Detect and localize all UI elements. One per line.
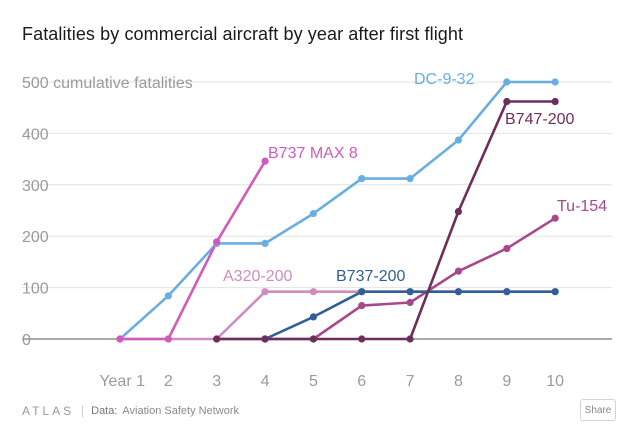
y-tick-label-500: 500 cumulative fatalities xyxy=(22,75,193,92)
line-b737-max-8 xyxy=(120,160,267,341)
footer-divider xyxy=(82,405,84,417)
point-b737-max-8-2 xyxy=(164,335,172,343)
x-tick-label-1: Year 1 xyxy=(99,373,145,390)
x-tick-label-2: 2 xyxy=(164,373,173,390)
point-b747-200-7 xyxy=(406,335,414,343)
y-tick-label-200: 200 xyxy=(22,229,49,246)
y-tick-label-100: 100 xyxy=(22,281,49,298)
point-b737-max-8-3 xyxy=(213,238,221,246)
x-tick-label-5: 5 xyxy=(309,373,318,390)
x-tick-label-8: 8 xyxy=(454,373,463,390)
point-dc-9-32-4 xyxy=(261,239,269,247)
series-label-dc-9-32: DC-9-32 xyxy=(414,71,475,88)
source-label: Data: xyxy=(91,405,118,417)
series-label-a320-200: A320-200 xyxy=(223,268,292,285)
point-b737-200-5 xyxy=(309,313,317,321)
line-a320-200 xyxy=(120,290,556,341)
chart-title: Fatalities by commercial aircraft by yea… xyxy=(22,24,464,44)
point-dc-9-32-7 xyxy=(406,175,414,183)
series-labels: A320-200 Tu-154 B737-200 B747-200 DC-9-32 B73… xyxy=(223,71,607,285)
x-tick-label-7: 7 xyxy=(406,373,415,390)
point-dc-9-32-10 xyxy=(551,78,559,86)
point-a320-200-4 xyxy=(261,288,269,296)
point-dc-9-32-8 xyxy=(454,136,463,144)
y-axis-ticks: 0 100 200 300 400 500 cumulative fatalities xyxy=(22,75,193,349)
line-b747-200 xyxy=(216,100,556,341)
x-axis-ticks: Year 1 2 3 4 5 6 7 8 9 10 xyxy=(99,373,564,390)
point-b737-200-7 xyxy=(406,288,414,296)
point-dc-9-32-2 xyxy=(164,292,172,300)
point-b737-max-8-1 xyxy=(116,335,124,343)
point-b737-200-6 xyxy=(358,288,366,296)
point-tu-154-10 xyxy=(551,214,559,222)
series-lines xyxy=(119,80,556,341)
point-b747-200-9 xyxy=(503,97,511,106)
x-tick-label-3: 3 xyxy=(212,373,221,390)
line-dc-9-32 xyxy=(119,80,556,340)
point-b747-200-10 xyxy=(551,97,559,106)
point-b747-200-8 xyxy=(454,207,463,216)
x-tick-label-9: 9 xyxy=(502,373,511,390)
series-label-b737-max-8: B737 MAX 8 xyxy=(268,145,358,162)
x-tick-label-10: 10 xyxy=(546,373,564,390)
point-b737-200-8 xyxy=(454,288,463,296)
y-tick-label-0: 0 xyxy=(22,332,31,349)
series-label-b747-200: B747-200 xyxy=(505,111,574,128)
series-label-tu-154: Tu-154 xyxy=(557,198,607,215)
line-chart: 0 100 200 300 400 500 cumulative fatalities Y… xyxy=(22,71,612,390)
atlas-logo: ATLAS xyxy=(22,404,75,418)
point-b737-200-10 xyxy=(551,288,559,296)
point-b747-200-4 xyxy=(261,335,269,343)
y-tick-label-300: 300 xyxy=(22,178,49,195)
point-tu-154-7 xyxy=(406,298,414,307)
line-b737-200 xyxy=(264,290,556,341)
point-dc-9-32-9 xyxy=(503,78,511,86)
series-points xyxy=(116,78,559,343)
point-b747-200-6 xyxy=(358,335,366,343)
x-tick-label-4: 4 xyxy=(261,373,270,390)
source-name: Aviation Safety Network xyxy=(122,405,239,417)
point-b747-200-3 xyxy=(213,335,221,343)
footer: ATLAS Data: Aviation Safety Network xyxy=(22,402,239,420)
x-tick-label-6: 6 xyxy=(357,373,366,390)
y-tick-label-400: 400 xyxy=(22,126,49,143)
point-tu-154-8 xyxy=(454,267,463,275)
point-a320-200-5 xyxy=(309,288,317,296)
point-b737-200-9 xyxy=(503,288,511,296)
point-b747-200-5 xyxy=(309,335,317,343)
point-b737-max-8-4 xyxy=(261,157,269,165)
point-dc-9-32-5 xyxy=(309,209,317,218)
share-button[interactable]: Share xyxy=(580,399,616,421)
point-tu-154-6 xyxy=(358,301,366,310)
series-label-b737-200: B737-200 xyxy=(336,268,405,285)
point-dc-9-32-6 xyxy=(358,175,366,183)
point-tu-154-9 xyxy=(503,244,511,253)
